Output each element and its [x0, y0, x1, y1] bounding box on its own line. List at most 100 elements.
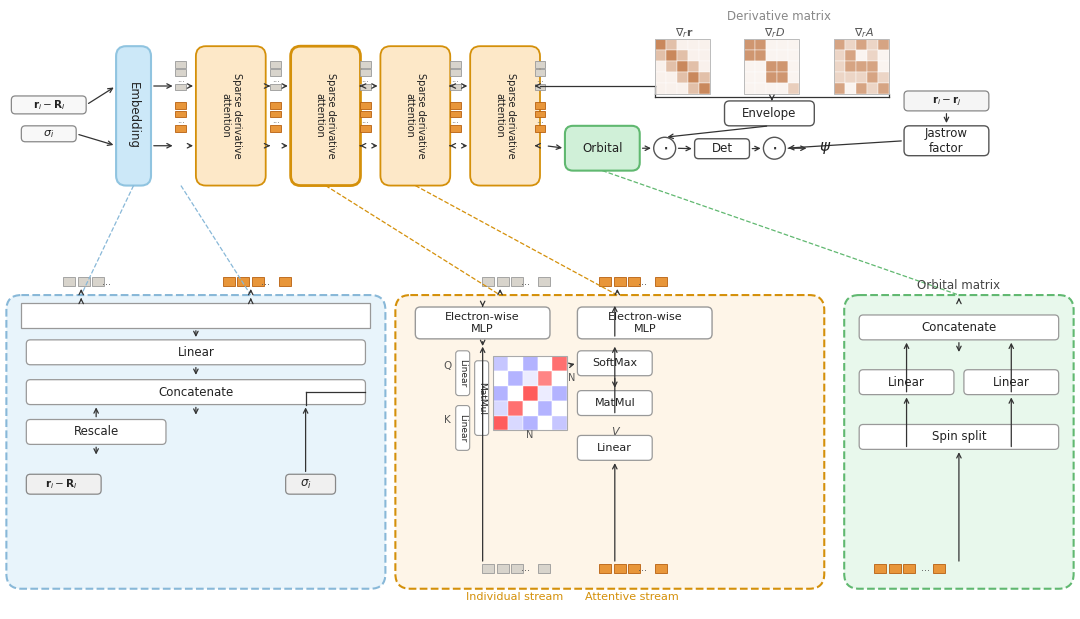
- Bar: [279, 277, 291, 286]
- Bar: [744, 72, 755, 83]
- Bar: [523, 415, 538, 430]
- Bar: [449, 61, 461, 68]
- Bar: [508, 400, 523, 415]
- Bar: [270, 102, 281, 109]
- Text: V: V: [611, 428, 619, 438]
- Text: ...: ...: [637, 563, 647, 573]
- Bar: [834, 39, 889, 94]
- FancyBboxPatch shape: [116, 46, 151, 186]
- FancyBboxPatch shape: [565, 126, 639, 171]
- Bar: [535, 61, 545, 68]
- FancyBboxPatch shape: [456, 405, 470, 451]
- Text: $\mathbf{r}_i - \mathbf{R}_I$: $\mathbf{r}_i - \mathbf{R}_I$: [45, 477, 78, 491]
- Bar: [175, 69, 187, 76]
- Text: ...: ...: [177, 75, 185, 84]
- Text: MatMul: MatMul: [477, 381, 486, 415]
- FancyBboxPatch shape: [904, 126, 989, 156]
- Bar: [755, 61, 767, 72]
- Bar: [22, 303, 370, 328]
- FancyBboxPatch shape: [904, 91, 989, 111]
- Bar: [688, 50, 699, 61]
- Text: $\psi$: $\psi$: [820, 141, 832, 156]
- Bar: [788, 83, 799, 94]
- Bar: [654, 39, 665, 50]
- Bar: [538, 277, 550, 286]
- Bar: [360, 125, 370, 132]
- Bar: [654, 72, 665, 83]
- Bar: [656, 277, 667, 286]
- Bar: [665, 83, 677, 94]
- Text: Sparse derivative
attention: Sparse derivative attention: [405, 73, 427, 158]
- Bar: [270, 111, 281, 118]
- Bar: [665, 72, 677, 83]
- Bar: [788, 39, 799, 50]
- Text: Linear: Linear: [888, 376, 924, 389]
- Bar: [834, 83, 846, 94]
- Bar: [482, 564, 495, 573]
- Text: N: N: [568, 373, 576, 383]
- Bar: [497, 277, 509, 286]
- Text: Linear: Linear: [993, 376, 1029, 389]
- Bar: [744, 83, 755, 94]
- Bar: [856, 72, 867, 83]
- Bar: [778, 83, 788, 94]
- Bar: [360, 69, 370, 76]
- Bar: [788, 50, 799, 61]
- FancyBboxPatch shape: [964, 370, 1058, 395]
- Bar: [538, 371, 553, 386]
- Bar: [553, 415, 567, 430]
- Bar: [867, 61, 878, 72]
- Text: ...: ...: [261, 277, 270, 287]
- Bar: [889, 564, 901, 573]
- Bar: [788, 72, 799, 83]
- Bar: [788, 61, 799, 72]
- Bar: [629, 564, 640, 573]
- Bar: [874, 564, 886, 573]
- Text: Orbital: Orbital: [582, 142, 622, 155]
- Bar: [508, 386, 523, 400]
- Text: $\nabla_r\mathbf{r}$: $\nabla_r\mathbf{r}$: [675, 27, 693, 40]
- Bar: [508, 371, 523, 386]
- Bar: [856, 61, 867, 72]
- Text: ...: ...: [521, 563, 529, 573]
- Bar: [834, 61, 846, 72]
- FancyBboxPatch shape: [860, 425, 1058, 449]
- FancyBboxPatch shape: [285, 474, 336, 494]
- Bar: [535, 69, 545, 76]
- Bar: [744, 50, 755, 61]
- Text: Linear: Linear: [458, 414, 468, 442]
- Bar: [699, 50, 710, 61]
- Bar: [867, 39, 878, 50]
- Bar: [270, 84, 281, 90]
- Bar: [867, 72, 878, 83]
- Bar: [449, 111, 461, 118]
- Bar: [449, 84, 461, 90]
- Text: ...: ...: [102, 277, 110, 287]
- Bar: [878, 50, 889, 61]
- Bar: [665, 61, 677, 72]
- Bar: [599, 277, 611, 286]
- Bar: [538, 400, 553, 415]
- Bar: [78, 277, 90, 286]
- Bar: [92, 277, 104, 286]
- Text: Linear: Linear: [458, 359, 468, 387]
- Bar: [778, 50, 788, 61]
- Bar: [778, 61, 788, 72]
- Bar: [688, 39, 699, 50]
- Bar: [856, 83, 867, 94]
- Bar: [677, 50, 688, 61]
- Bar: [553, 386, 567, 400]
- Text: $\sigma_i$: $\sigma_i$: [43, 128, 54, 140]
- FancyBboxPatch shape: [456, 351, 470, 396]
- Bar: [599, 564, 611, 573]
- Text: MatMul: MatMul: [594, 398, 635, 408]
- Bar: [688, 61, 699, 72]
- Text: $\mathbf{r}_i - \mathbf{r}_j$: $\mathbf{r}_i - \mathbf{r}_j$: [932, 94, 961, 108]
- Bar: [492, 356, 567, 430]
- Bar: [755, 72, 767, 83]
- Text: Linear: Linear: [177, 346, 214, 359]
- FancyBboxPatch shape: [6, 295, 386, 589]
- Bar: [677, 39, 688, 50]
- FancyBboxPatch shape: [12, 96, 86, 114]
- Bar: [744, 39, 755, 50]
